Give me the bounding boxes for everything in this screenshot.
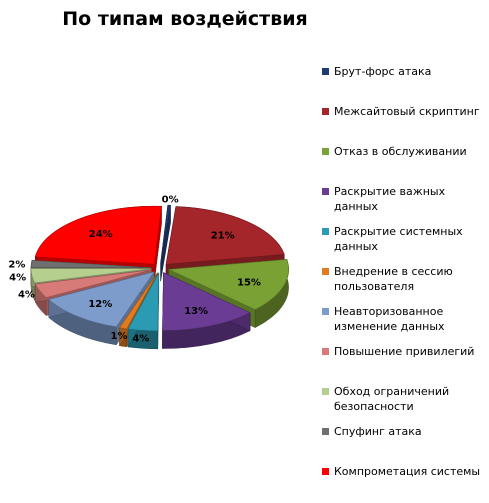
pie-value-label: 1% xyxy=(110,331,127,342)
pie-value-label: 0% xyxy=(162,194,179,205)
pie-slice xyxy=(167,259,289,310)
legend-label: Неавторизованное изменение данных xyxy=(334,305,445,333)
legend-label: Внедрение в сессию пользователя xyxy=(334,265,453,293)
pie-slice xyxy=(160,204,171,264)
legend-swatch xyxy=(322,148,329,155)
pie-value-label: 24% xyxy=(89,229,113,240)
pie-value-label: 2% xyxy=(8,259,25,270)
pie-value-label: 4% xyxy=(9,273,26,284)
legend-label: Спуфинг атака xyxy=(334,425,422,438)
legend-swatch xyxy=(322,108,329,115)
legend-label: Повышение привилегий xyxy=(334,345,475,358)
legend-swatch xyxy=(322,308,329,315)
legend-swatch xyxy=(322,268,329,275)
legend-label: Брут-форс атака xyxy=(334,65,432,78)
pie-value-label: 15% xyxy=(237,277,261,288)
legend-label: Межсайтовый скриптинг xyxy=(334,105,480,118)
pie-slice xyxy=(34,205,162,265)
pie-slice xyxy=(119,272,158,330)
chart-title: По типам воздействия xyxy=(62,8,308,30)
pie-value-label: 4% xyxy=(132,333,149,344)
legend-label: Компрометация системы xyxy=(334,465,481,478)
legend-swatch xyxy=(322,228,329,235)
pie-slice xyxy=(30,259,152,268)
pie-value-label: 13% xyxy=(184,306,208,317)
pie-slice xyxy=(30,268,152,284)
pie-slice xyxy=(34,269,152,298)
legend-swatch xyxy=(322,468,329,475)
legend-label: Раскрытие важных данных xyxy=(334,185,446,213)
legend-swatch xyxy=(322,68,329,75)
legend-label: Раскрытие системных данных xyxy=(334,225,463,253)
pie-slice xyxy=(165,206,285,265)
legend-swatch xyxy=(322,388,329,395)
pie-slice xyxy=(127,272,160,332)
pie-value-label: 4% xyxy=(18,289,35,300)
legend-label: Обход ограничений безопасности xyxy=(334,385,450,413)
pie-slice xyxy=(162,272,251,331)
pie-value-label: 21% xyxy=(211,230,235,241)
pie-slice xyxy=(48,271,155,328)
legend-label: Отказ в обслуживании xyxy=(334,145,467,158)
legend-swatch xyxy=(322,428,329,435)
legend-swatch xyxy=(322,348,329,355)
legend-swatch xyxy=(322,188,329,195)
pie-value-label: 12% xyxy=(88,299,112,310)
